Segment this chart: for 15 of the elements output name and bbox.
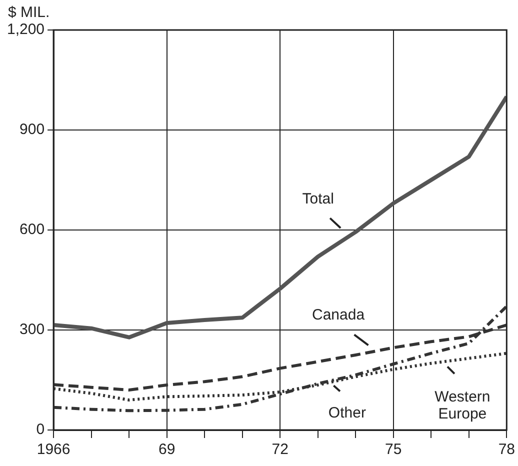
- y-tick-label: 300: [20, 321, 45, 338]
- annotation: Other: [328, 404, 366, 422]
- annotation: Western Europe: [434, 388, 490, 422]
- y-axis-title: $ MIL.: [8, 4, 50, 21]
- annotation: Canada: [312, 306, 366, 324]
- x-tick-label: 75: [385, 441, 402, 458]
- x-tick-label: 78: [498, 441, 515, 458]
- x-tick-label: 69: [158, 441, 176, 458]
- y-tick-label: 0: [36, 421, 45, 438]
- y-tick-label: 600: [20, 221, 45, 238]
- x-tick-label: 1966: [36, 441, 70, 458]
- y-tick-label: 900: [20, 121, 45, 138]
- y-tick-label: 1,200: [6, 21, 45, 38]
- annotation: Total: [302, 190, 334, 208]
- x-tick-label: 72: [272, 441, 288, 458]
